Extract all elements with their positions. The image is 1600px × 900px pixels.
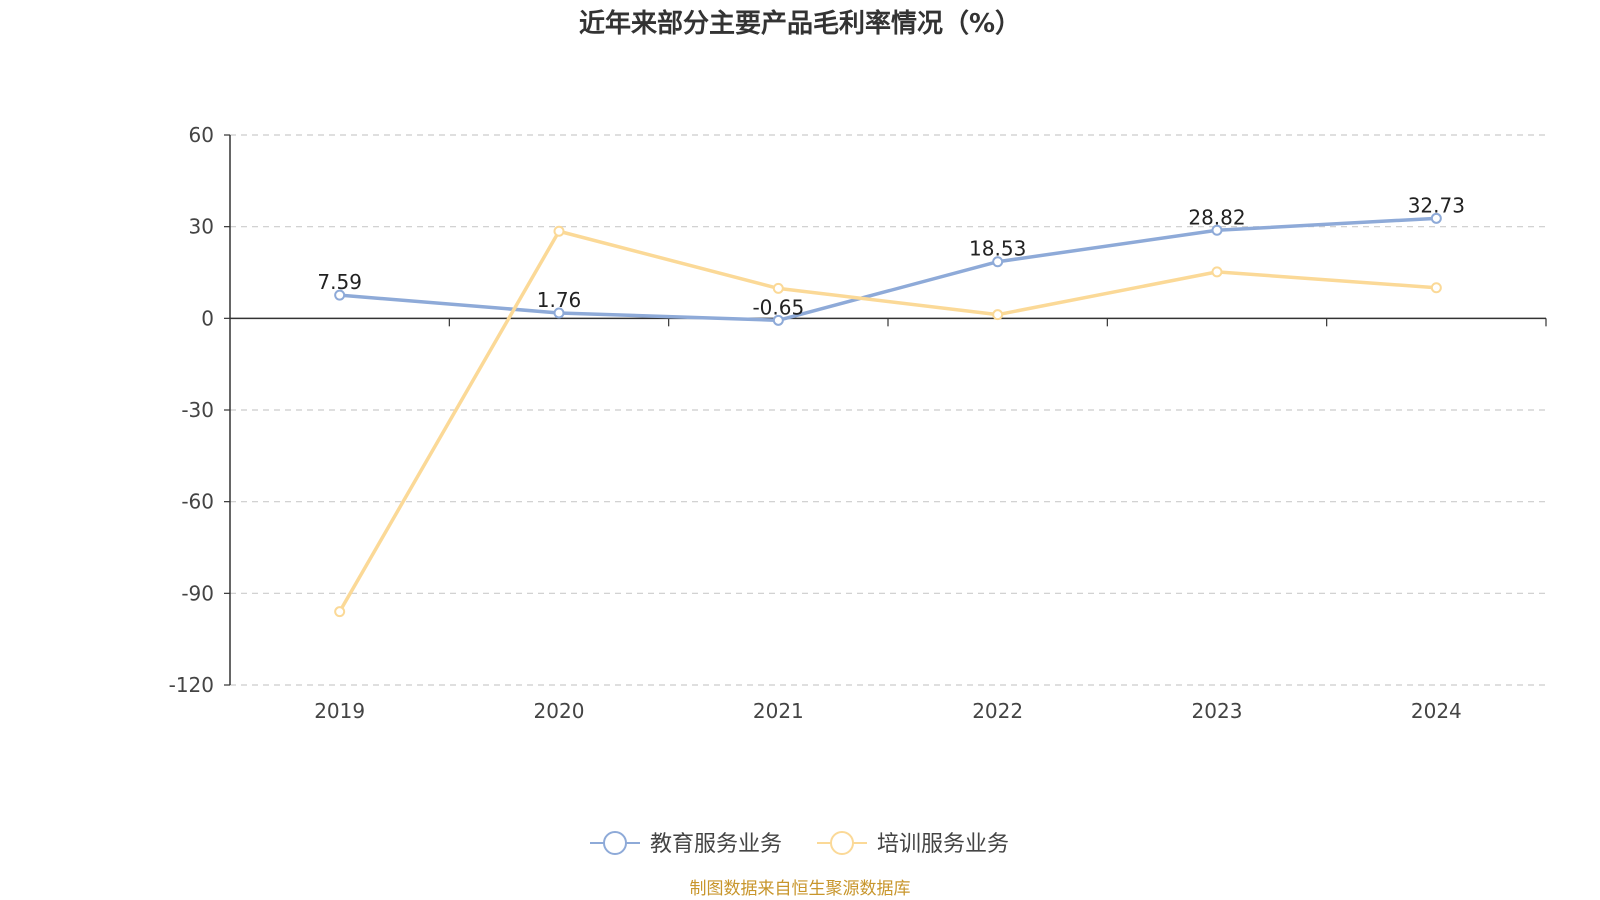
- data-point[interactable]: [772, 314, 784, 326]
- data-point[interactable]: [992, 256, 1004, 268]
- series-group: [334, 212, 1442, 618]
- x-tick-label: 2021: [753, 699, 804, 723]
- y-tick-label: -30: [181, 398, 214, 422]
- x-tick-label: 2022: [972, 699, 1023, 723]
- x-tick-label: 2019: [314, 699, 365, 723]
- data-point[interactable]: [334, 289, 346, 301]
- data-label: 28.82: [1188, 205, 1245, 229]
- axes: 60 30 0 -30 -60 -90 -120 2019 2020 2021 2022 2023 20…: [169, 123, 1547, 723]
- data-point[interactable]: [1430, 212, 1442, 224]
- legend-marker: [830, 831, 854, 855]
- series-line: [338, 229, 1437, 613]
- data-point[interactable]: [992, 309, 1004, 321]
- y-tick-label: -120: [169, 673, 214, 697]
- legend[interactable]: 教育服务业务 培训服务业务: [590, 831, 1009, 857]
- data-point[interactable]: [1430, 282, 1442, 294]
- legend-label: 培训服务业务: [877, 832, 1009, 857]
- legend-item[interactable]: 培训服务业务: [817, 831, 1009, 857]
- data-point[interactable]: [1211, 266, 1223, 278]
- y-tick-label: -60: [181, 490, 214, 514]
- x-tick-label: 2024: [1411, 699, 1462, 723]
- data-labels: 7.59 1.76 -0.65 18.53 28.82 32.73: [317, 193, 1465, 319]
- data-point[interactable]: [772, 282, 784, 294]
- y-tick-label: 0: [201, 306, 214, 330]
- source-note: 制图数据来自恒生聚源数据库: [690, 879, 911, 899]
- legend-label: 教育服务业务: [650, 832, 782, 857]
- grid-lines: [230, 134, 1546, 686]
- data-label: 1.76: [537, 288, 582, 312]
- chart-title: 近年来部分主要产品毛利率情况（%）: [579, 8, 1021, 39]
- y-tick-label: -90: [181, 581, 214, 605]
- data-label: -0.65: [752, 295, 804, 319]
- data-point[interactable]: [334, 606, 346, 618]
- data-label: 7.59: [317, 270, 362, 294]
- x-tick-label: 2023: [1192, 699, 1243, 723]
- data-point[interactable]: [1211, 224, 1223, 236]
- data-label: 18.53: [969, 237, 1026, 261]
- data-point[interactable]: [553, 225, 565, 237]
- x-tick-label: 2020: [534, 699, 585, 723]
- y-tick-label: 60: [189, 123, 214, 147]
- y-tick-label: 30: [189, 215, 214, 239]
- legend-marker: [603, 831, 627, 855]
- series-line: [339, 216, 1437, 323]
- data-label: 32.73: [1408, 193, 1465, 217]
- data-point[interactable]: [553, 307, 565, 319]
- legend-item[interactable]: 教育服务业务: [590, 831, 782, 857]
